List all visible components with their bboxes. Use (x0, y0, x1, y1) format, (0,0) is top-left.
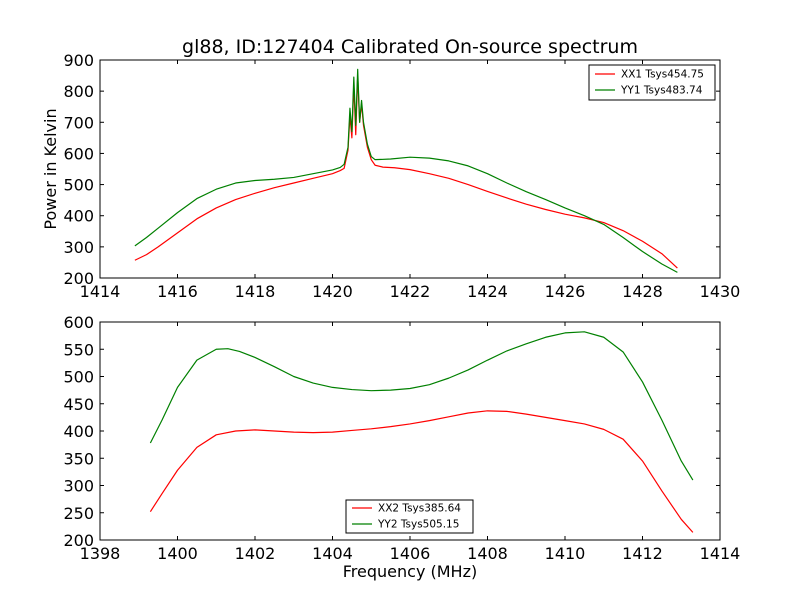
y-tick-label: 700 (63, 113, 94, 132)
y-axis-label: Power in Kelvin (41, 108, 60, 229)
legend-label-xx1: XX1 Tsys454.75 (621, 69, 704, 81)
series-line-yy1 (134, 68, 678, 273)
series-line-xx2 (149, 410, 694, 533)
legend-label-xx2: XX2 Tsys385.64 (378, 503, 461, 515)
x-tick-label: 1418 (235, 282, 276, 301)
x-tick-label: 1404 (312, 544, 353, 563)
subplot-top: gl88, ID:127404 Calibrated On-source spe… (41, 36, 740, 301)
x-axis-label: Frequency (MHz) (343, 562, 477, 581)
y-tick-label: 300 (63, 477, 94, 496)
legend-label-yy2: YY2 Tsys505.15 (377, 519, 459, 531)
x-tick-label: 1402 (235, 544, 276, 563)
x-tick-label: 1420 (312, 282, 353, 301)
y-tick-label: 200 (63, 531, 94, 550)
x-tick-label: 1406 (390, 544, 431, 563)
plot-frame (99, 59, 721, 279)
subplot-bottom: Frequency (MHz) 1398 1400 1402 1404 1406 1408… (63, 313, 740, 581)
legend-box (345, 499, 474, 534)
legend-box (588, 64, 716, 101)
y-tick-label: 400 (63, 207, 94, 226)
y-tick-label: 500 (63, 176, 94, 195)
y-tick-label: 600 (63, 313, 94, 332)
y-tick-label: 350 (63, 449, 94, 468)
x-tick-label: 1398 (80, 544, 121, 563)
x-tick-label: 1408 (467, 544, 508, 563)
axis-ticks: 1414 1416 1418 1420 1422 1424 1426 1428 1430 200 3… (63, 51, 740, 301)
x-tick-label: 1414 (80, 282, 121, 301)
y-tick-label: 800 (63, 82, 94, 101)
legend: XX1 Tsys454.75 YY1 Tsys483.74 (588, 64, 716, 101)
x-tick-label: 1426 (545, 282, 586, 301)
series-line-yy2 (149, 331, 694, 481)
x-tick-label: 1410 (545, 544, 586, 563)
x-tick-label: 1414 (700, 544, 741, 563)
plot-frame (99, 321, 721, 541)
y-tick-label: 300 (63, 238, 94, 257)
x-tick-label: 1416 (157, 282, 198, 301)
y-tick-label: 450 (63, 395, 94, 414)
chart-title: gl88, ID:127404 Calibrated On-source spe… (182, 36, 638, 58)
x-tick-label: 1430 (700, 282, 741, 301)
y-tick-label: 500 (63, 368, 94, 387)
x-tick-label: 1424 (467, 282, 508, 301)
series-lines (149, 331, 694, 533)
y-tick-label: 600 (63, 144, 94, 163)
y-tick-label: 550 (63, 340, 94, 359)
x-tick-label: 1422 (390, 282, 431, 301)
y-tick-label: 900 (63, 51, 94, 70)
legend: XX2 Tsys385.64 YY2 Tsys505.15 (345, 499, 474, 534)
series-lines (134, 68, 678, 273)
x-tick-label: 1400 (157, 544, 198, 563)
x-tick-label: 1428 (622, 282, 663, 301)
y-tick-label: 200 (63, 269, 94, 288)
axis-ticks: 1398 1400 1402 1404 1406 1408 1410 1412 1414 200 2… (63, 313, 740, 563)
y-tick-label: 250 (63, 504, 94, 523)
y-tick-label: 400 (63, 422, 94, 441)
x-tick-label: 1412 (622, 544, 663, 563)
legend-label-yy1: YY1 Tsys483.74 (620, 85, 703, 97)
